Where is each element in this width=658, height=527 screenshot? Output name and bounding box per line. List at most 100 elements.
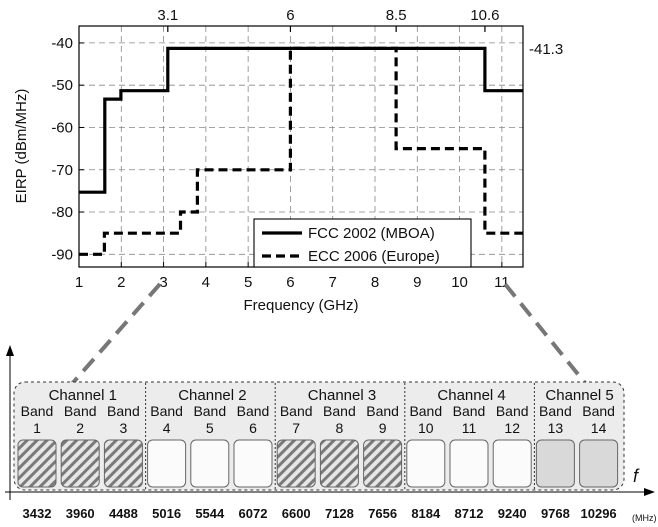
top-tick-label: 8.5 xyxy=(386,7,407,24)
band-number: 8 xyxy=(336,420,344,436)
band-word: Band xyxy=(582,403,615,419)
band-block xyxy=(276,439,316,488)
top-tick-label: 10.6 xyxy=(470,7,499,24)
zoom-connector-right xyxy=(503,282,617,422)
band-center-frequency: 5544 xyxy=(195,506,225,521)
x-tick-label: 6 xyxy=(286,274,294,291)
top-tick-label: 6 xyxy=(286,7,294,24)
frequency-unit: (MHz) xyxy=(632,513,657,523)
band-word: Band xyxy=(539,403,572,419)
y-tick-label: -60 xyxy=(51,119,73,136)
band-number: 14 xyxy=(591,420,607,436)
band-block xyxy=(190,439,230,488)
band-block xyxy=(17,439,57,488)
series-ecc-2006-line xyxy=(79,46,523,256)
band-block xyxy=(147,439,187,488)
band-block xyxy=(535,439,575,488)
channel-label: Channel 4 xyxy=(437,387,505,404)
band-word: Band xyxy=(237,403,270,419)
band-word: Band xyxy=(21,403,54,419)
x-tick-label: 3 xyxy=(159,274,167,291)
band-number: 4 xyxy=(163,420,171,436)
band-block xyxy=(233,439,273,488)
band-word: Band xyxy=(107,403,140,419)
top-tick-labels: 3.1 6 8.5 10.6 xyxy=(157,7,499,24)
band-number: 1 xyxy=(33,420,41,436)
y-axis-label: EIRP (dBm/MHz) xyxy=(13,89,30,204)
band-word: Band xyxy=(193,403,226,419)
band-word: Band xyxy=(366,403,399,419)
band-center-frequency: 8184 xyxy=(411,506,441,521)
y-axis-arrowhead xyxy=(6,345,14,356)
band-center-frequency: 7656 xyxy=(368,506,397,521)
legend-label-ecc: ECC 2006 (Europe) xyxy=(308,248,440,265)
band-word: Band xyxy=(453,403,486,419)
band-number: 2 xyxy=(76,420,84,436)
top-tick-marks xyxy=(167,26,486,32)
band-center-frequency: 7128 xyxy=(325,506,354,521)
x-tick-label: 10 xyxy=(451,274,468,291)
frequency-labels: 3432 3960 4488 5016 5544 6072 6600 7128 7656 8184… xyxy=(23,506,617,521)
x-axis-label: Frequency (GHz) xyxy=(243,297,358,314)
y-tick-label: -90 xyxy=(51,246,73,263)
channel-label: Channel 5 xyxy=(545,387,613,404)
band-center-frequency: 3960 xyxy=(66,506,95,521)
channel-dividers xyxy=(145,383,535,489)
channel-labels: Channel 1 Channel 2 Channel 3 Channel 4 Chan… xyxy=(49,387,614,404)
band-center-frequency: 10296 xyxy=(581,506,617,521)
band-word: Band xyxy=(150,403,183,419)
band-number: 13 xyxy=(548,420,564,436)
x-tick-label: 8 xyxy=(371,274,379,291)
band-center-frequency: 6600 xyxy=(282,506,311,521)
band-block xyxy=(492,439,532,488)
band-number: 10 xyxy=(418,420,434,436)
band-number: 3 xyxy=(120,420,128,436)
y-tick-label: -50 xyxy=(51,77,73,94)
frequency-axis-symbol: f xyxy=(633,466,640,486)
series-fcc-2002-line xyxy=(79,46,523,194)
x-tick-label: 1 xyxy=(75,274,83,291)
band-number: 7 xyxy=(292,420,300,436)
band-number: 12 xyxy=(504,420,520,436)
band-block xyxy=(579,439,619,488)
band-center-frequency: 8712 xyxy=(455,506,484,521)
x-tick-labels: 1 2 3 4 5 6 7 8 9 10 11 xyxy=(75,262,510,291)
y-tick-labels: -90 -80 -70 -60 -50 -40 xyxy=(51,35,84,263)
x-tick-label: 2 xyxy=(117,274,125,291)
y-tick-label: -40 xyxy=(51,35,73,52)
y-tick-label: -70 xyxy=(51,162,73,179)
band-center-frequency: 5016 xyxy=(152,506,181,521)
band-block xyxy=(449,439,489,488)
band-word: Band xyxy=(496,403,529,419)
band-number: 6 xyxy=(249,420,257,436)
band-center-frequency: 9240 xyxy=(498,506,527,521)
band-block xyxy=(103,439,143,488)
band-center-frequency: 3432 xyxy=(23,506,52,521)
x-axis-arrowhead xyxy=(644,488,655,496)
channel-label: Channel 2 xyxy=(178,387,246,404)
band-number: 11 xyxy=(462,420,477,436)
x-tick-label: 4 xyxy=(202,274,210,291)
right-annotation: -41.3 xyxy=(529,41,563,58)
band-number: 9 xyxy=(379,420,387,436)
band-word: Band xyxy=(64,403,97,419)
x-tick-label: 9 xyxy=(413,274,421,291)
channel-label: Channel 1 xyxy=(49,387,117,404)
channel-label: Channel 3 xyxy=(308,387,376,404)
x-tick-label: 5 xyxy=(244,274,252,291)
y-tick-label: -80 xyxy=(51,204,73,221)
